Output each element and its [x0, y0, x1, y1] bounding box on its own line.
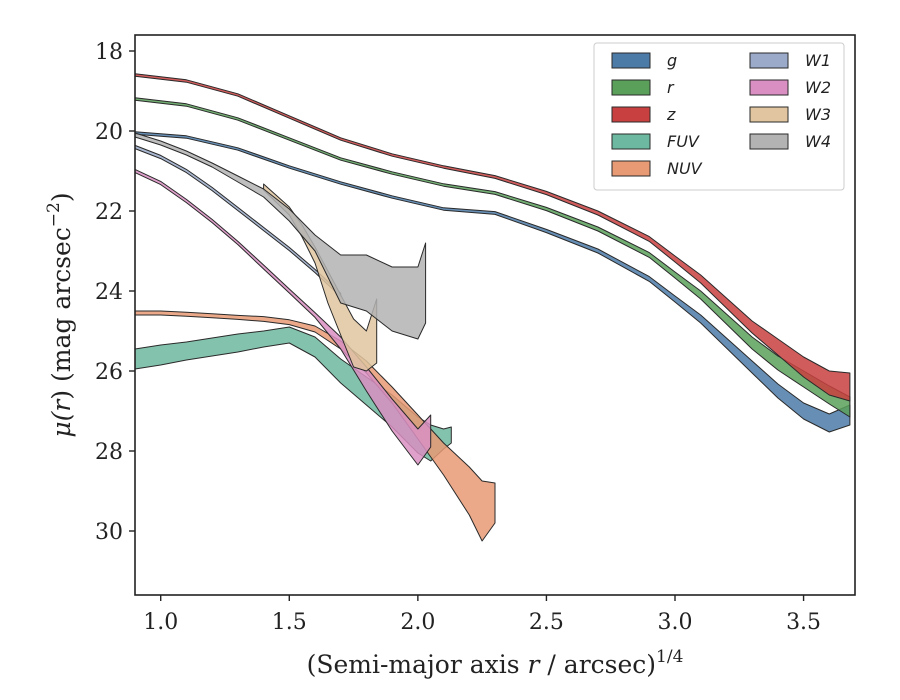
legend-swatch-z	[611, 106, 651, 123]
x-tick-label: 2.0	[400, 610, 435, 635]
y-tick-label: 30	[95, 520, 123, 545]
y-tick-label: 20	[95, 120, 123, 145]
y-tick-label: 26	[95, 360, 123, 385]
y-tick-label: 22	[95, 200, 123, 225]
legend-swatch-w4	[749, 133, 789, 150]
x-tick-label: 3.0	[658, 610, 693, 635]
legend-swatch-w2	[749, 79, 789, 96]
x-tick-label: 3.5	[786, 610, 821, 635]
series-band-w4	[134, 132, 427, 340]
legend-label-nuv: NUV	[667, 159, 703, 178]
legend-swatch-r	[611, 79, 651, 96]
x-tick-label: 1.0	[143, 610, 178, 635]
x-axis-title: (Semi-major axis r / arcsec)1/4	[307, 647, 684, 679]
legend-label-w1: W1	[805, 51, 831, 70]
legend-swatch-g	[611, 52, 651, 69]
series-band-w2	[134, 168, 432, 466]
legend-label-w4: W4	[805, 132, 831, 151]
series-band-r	[134, 97, 851, 418]
legend-swatch-fuv	[611, 133, 651, 150]
y-tick-label: 24	[95, 280, 123, 305]
legend: grz FUV NUV W1 W2 W3 W4	[593, 42, 845, 191]
x-tick-label: 1.5	[272, 610, 307, 635]
legend-label-fuv: FUV	[667, 132, 700, 151]
legend-swatch-nuv	[611, 160, 651, 177]
legend-label-w3: W3	[805, 105, 831, 124]
series-band-z	[134, 73, 851, 402]
y-axis-title: μ(r) (mag arcsec−2)	[44, 192, 76, 437]
ticks-layer: 1.0 1.5 2.0 2.5 3.0 3.5 18 20 22 24 26 28 30	[95, 40, 821, 635]
series-layer	[134, 73, 851, 542]
plot-frame	[134, 34, 856, 596]
legend-label-r: r	[667, 78, 675, 97]
legend-label-w2: W2	[805, 78, 831, 97]
y-tick-label: 28	[95, 440, 123, 465]
legend-swatch-w3	[749, 106, 789, 123]
x-tick-label: 2.5	[529, 610, 564, 635]
legend-label-z: z	[666, 105, 676, 124]
legend-label-g: g	[667, 51, 677, 70]
y-tick-label: 18	[95, 40, 123, 65]
series-band-g	[134, 131, 851, 433]
legend-swatch-w1	[749, 52, 789, 69]
